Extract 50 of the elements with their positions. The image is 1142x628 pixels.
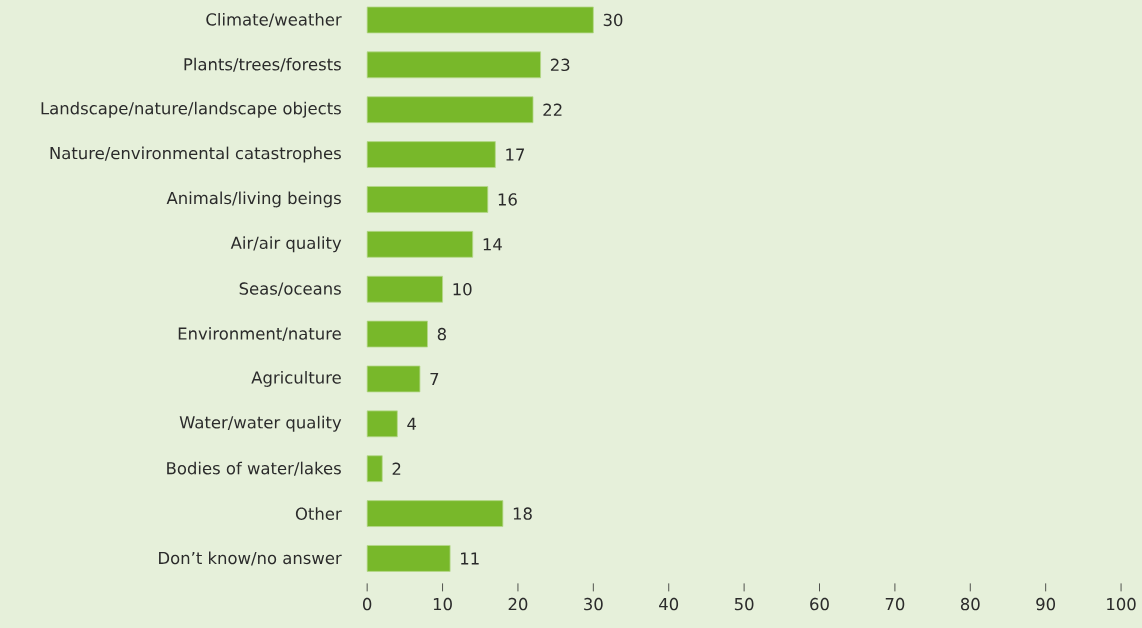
y-tick-label: Other xyxy=(295,507,342,520)
bar xyxy=(366,500,504,527)
data-label: 17 xyxy=(506,148,525,161)
y-tick-label: Agriculture xyxy=(251,370,341,387)
x-tick-label: 30 xyxy=(584,597,603,611)
bar xyxy=(366,275,443,303)
bar xyxy=(366,185,489,213)
y-tick-label: Landscape/nature/landscape objects xyxy=(41,101,341,118)
bar xyxy=(366,544,451,572)
x-tick-label: 60 xyxy=(810,597,829,611)
data-label: 2 xyxy=(392,462,401,475)
bar xyxy=(366,230,474,258)
data-label: 18 xyxy=(513,507,532,520)
x-tick-label: 90 xyxy=(1036,597,1056,611)
y-tick-label: Climate/weather xyxy=(206,12,342,27)
data-label: 8 xyxy=(437,327,446,341)
data-label: 11 xyxy=(461,552,479,565)
data-label: 23 xyxy=(550,58,570,71)
data-label: 14 xyxy=(483,238,502,251)
bar xyxy=(366,96,534,123)
y-tick-label: Environment/nature xyxy=(178,326,341,341)
data-label: 22 xyxy=(543,103,562,116)
y-tick-label: Bodies of water/lakes xyxy=(167,461,341,476)
x-tick-label: 40 xyxy=(659,597,679,611)
y-tick-label: Seas/oceans xyxy=(239,282,341,296)
y-tick-label: Don’t know/no answer xyxy=(159,551,342,566)
data-label: 4 xyxy=(407,417,417,430)
x-tick-label: 70 xyxy=(885,597,905,611)
x-tick-label: 50 xyxy=(734,597,754,611)
y-tick-label: Plants/trees/forests xyxy=(184,57,341,72)
bar xyxy=(366,365,421,393)
data-label: 7 xyxy=(430,372,439,385)
data-label: 16 xyxy=(498,193,517,206)
data-label: 30 xyxy=(603,13,623,27)
data-label: 10 xyxy=(453,282,472,296)
bar xyxy=(366,320,428,348)
bar xyxy=(366,51,541,79)
bar xyxy=(366,410,398,438)
x-tick-label: 10 xyxy=(433,597,452,611)
bar xyxy=(366,141,496,168)
y-tick-label: Air/air quality xyxy=(230,236,342,253)
x-tick-label: 80 xyxy=(960,597,980,611)
bar xyxy=(366,455,383,482)
y-tick-label: Animals/living beings xyxy=(166,191,341,208)
x-tick-label: 0 xyxy=(363,597,372,611)
x-tick-label: 100 xyxy=(1107,597,1136,611)
x-tick-label: 20 xyxy=(508,597,528,611)
bar xyxy=(366,6,594,34)
y-tick-label: Nature/environmental catastrophes xyxy=(50,146,341,163)
y-tick-label: Water/water quality xyxy=(179,415,342,432)
